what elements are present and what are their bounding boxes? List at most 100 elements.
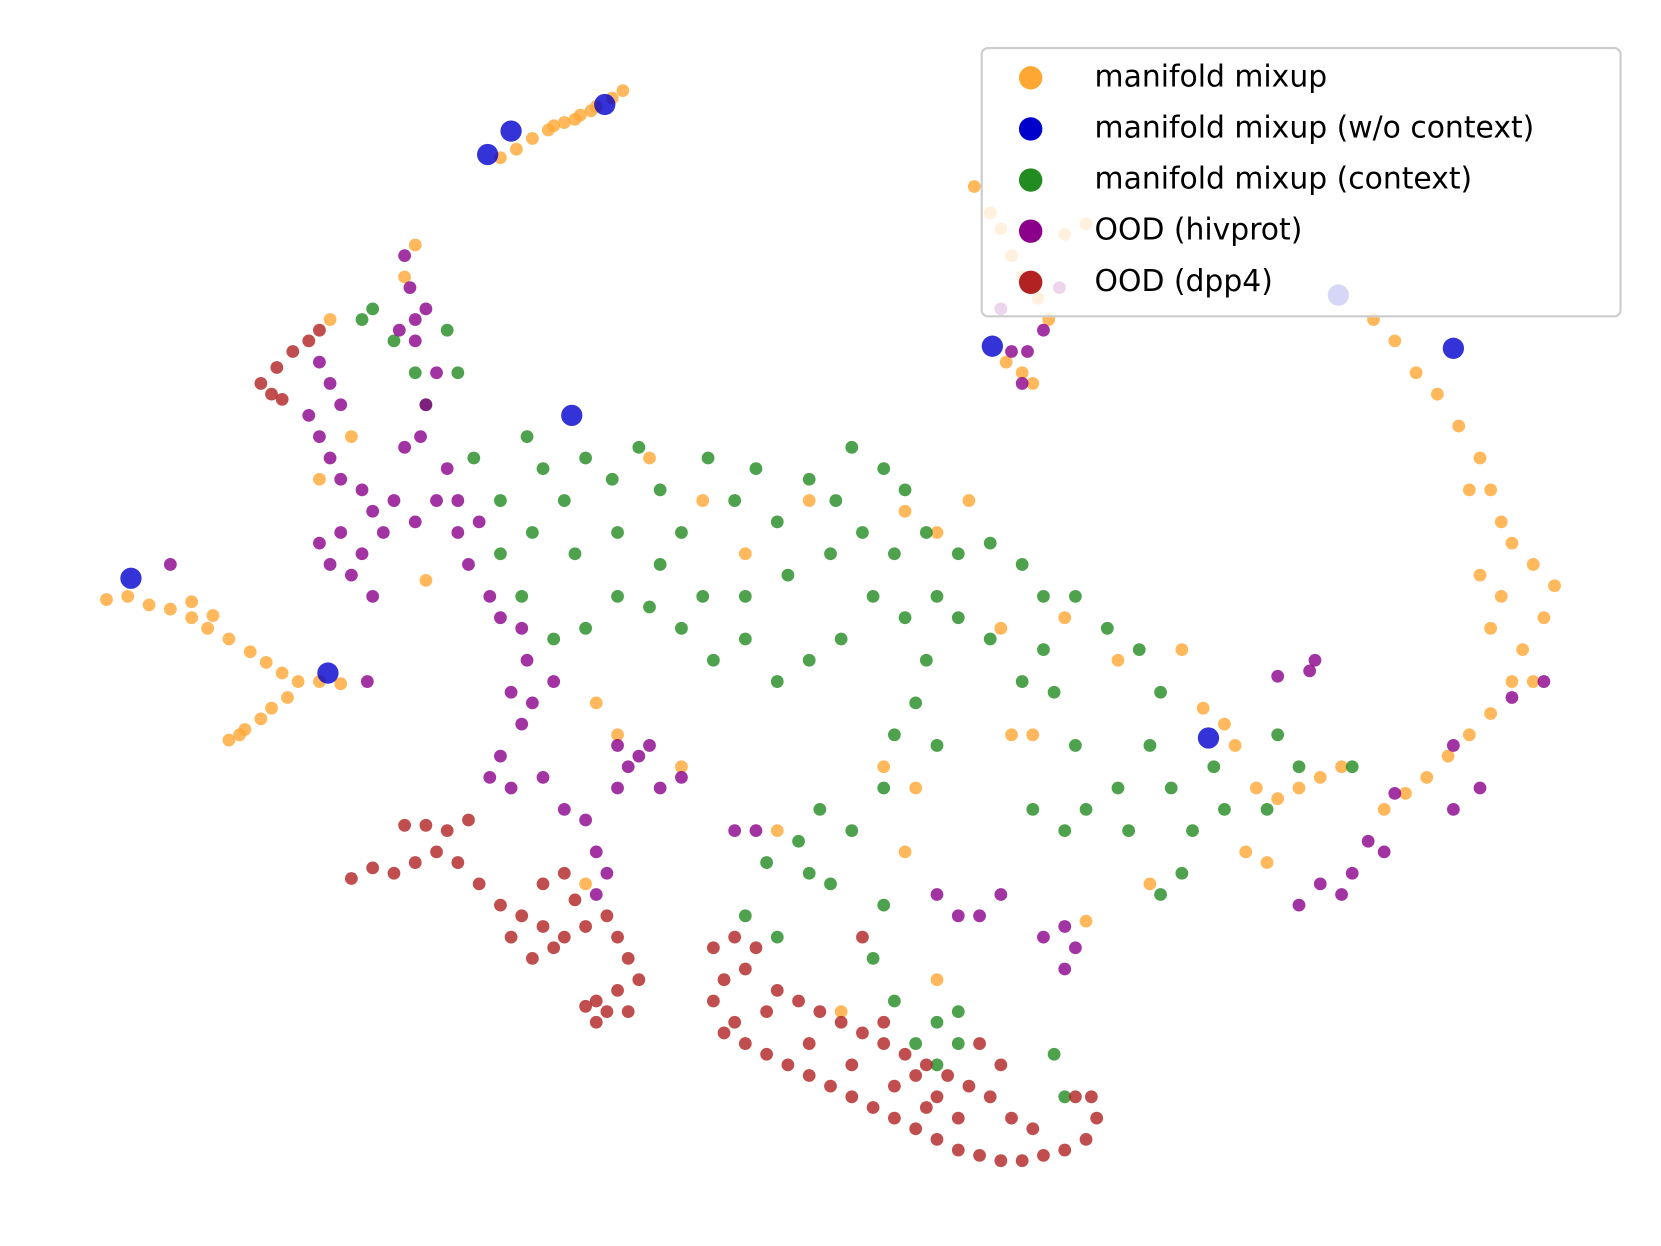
- point: [951, 1143, 965, 1157]
- point: [738, 909, 752, 923]
- point: [1164, 781, 1178, 795]
- point: [1058, 1143, 1072, 1157]
- point: [525, 696, 539, 710]
- point: [962, 494, 976, 507]
- point: [1308, 653, 1322, 667]
- point: [600, 866, 614, 880]
- point: [579, 621, 592, 635]
- point: [930, 1015, 944, 1029]
- point: [1037, 589, 1050, 603]
- point: [1494, 589, 1508, 603]
- point: [898, 504, 912, 518]
- point: [494, 898, 507, 912]
- point: [1122, 824, 1136, 838]
- legend-label: OOD (hivprot): [1095, 213, 1303, 248]
- point: [568, 547, 582, 561]
- point: [1090, 1111, 1104, 1125]
- point: [1026, 377, 1040, 390]
- point: [589, 696, 603, 710]
- point: [477, 143, 499, 166]
- point: [1175, 866, 1189, 880]
- point: [163, 602, 177, 616]
- point: [738, 632, 752, 646]
- point: [845, 824, 859, 838]
- point: [1058, 962, 1072, 976]
- point: [1026, 1122, 1040, 1136]
- point: [1100, 621, 1114, 635]
- point: [696, 589, 710, 603]
- point: [561, 404, 583, 427]
- point: [962, 1079, 976, 1093]
- point: [525, 526, 539, 539]
- point: [632, 440, 646, 454]
- point: [504, 781, 518, 795]
- point: [302, 408, 316, 422]
- legend-marker: [1018, 270, 1043, 294]
- point: [1154, 888, 1167, 901]
- point: [265, 387, 278, 401]
- point: [254, 377, 268, 390]
- point: [611, 983, 624, 997]
- point: [1084, 1090, 1098, 1104]
- point: [1388, 786, 1402, 800]
- point: [605, 472, 619, 486]
- point: [1361, 834, 1375, 848]
- point: [983, 632, 997, 646]
- point: [142, 598, 156, 612]
- point: [366, 861, 380, 875]
- point: [632, 973, 646, 987]
- point: [701, 451, 715, 465]
- point: [376, 526, 390, 539]
- point: [866, 589, 880, 603]
- point: [600, 909, 614, 923]
- point: [1446, 739, 1460, 752]
- point: [887, 1111, 901, 1125]
- point: [366, 504, 380, 518]
- point: [185, 611, 199, 625]
- point: [898, 611, 912, 625]
- point: [419, 302, 433, 316]
- point: [967, 180, 981, 193]
- point: [313, 536, 326, 550]
- point: [467, 451, 481, 465]
- point: [1069, 589, 1082, 603]
- point: [1132, 643, 1146, 657]
- point: [877, 462, 891, 476]
- point: [1462, 483, 1476, 497]
- point: [1197, 727, 1220, 749]
- point: [1058, 1090, 1072, 1104]
- point: [568, 112, 582, 126]
- point: [728, 494, 742, 507]
- point: [462, 813, 475, 827]
- point: [515, 621, 529, 635]
- point: [557, 116, 571, 129]
- series: [120, 93, 1465, 749]
- point: [621, 1005, 635, 1019]
- point: [1409, 366, 1423, 380]
- point: [834, 632, 848, 646]
- point: [302, 334, 316, 348]
- point: [941, 1069, 955, 1082]
- point: [334, 677, 348, 691]
- point: [621, 952, 635, 965]
- point: [1218, 802, 1231, 816]
- point: [270, 361, 284, 374]
- point: [621, 760, 635, 774]
- point: [1313, 770, 1327, 784]
- point: [611, 526, 624, 539]
- point: [589, 994, 603, 1008]
- point: [770, 824, 784, 838]
- point: [419, 818, 433, 832]
- point: [1026, 728, 1040, 742]
- point: [430, 366, 443, 380]
- point: [1175, 643, 1189, 657]
- point: [398, 249, 411, 263]
- point: [163, 558, 177, 571]
- point: [824, 877, 837, 891]
- point: [1069, 941, 1082, 955]
- point: [770, 930, 784, 944]
- point: [994, 1058, 1008, 1072]
- point: [222, 632, 236, 646]
- point: [717, 973, 731, 987]
- point: [1207, 760, 1221, 774]
